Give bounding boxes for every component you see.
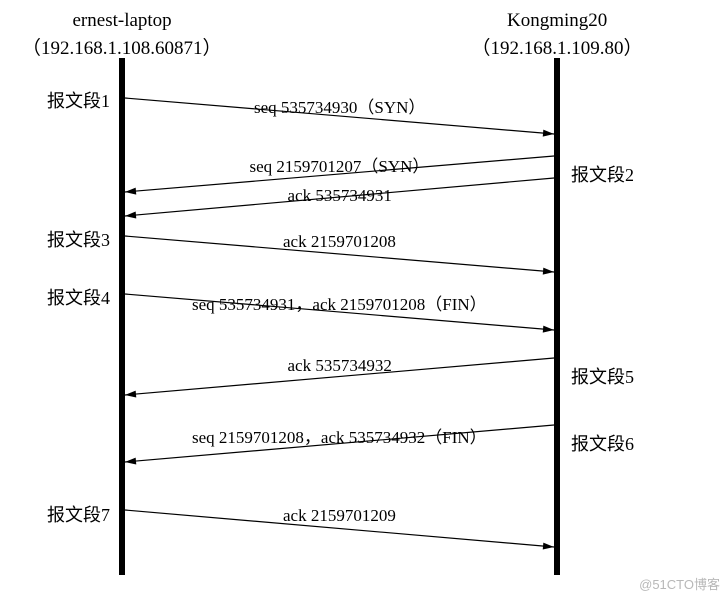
msg-label-4: ack 2159701208 bbox=[283, 232, 396, 252]
watermark: @51CTO博客 bbox=[639, 574, 720, 593]
host-left-name: ernest-laptop bbox=[73, 10, 172, 32]
segment-label-3: 报文段3 bbox=[47, 226, 110, 252]
segment-label-4: 报文段4 bbox=[47, 284, 110, 310]
msg-label-3: ack 535734931 bbox=[288, 186, 392, 206]
segment-label-6: 报文段6 bbox=[571, 430, 634, 456]
tcp-sequence-diagram: { "canvas": { "width": 728, "height": 59… bbox=[0, 0, 728, 599]
segment-label-2: 报文段2 bbox=[571, 161, 634, 187]
msg-label-8: ack 2159701209 bbox=[283, 506, 396, 526]
segment-label-1: 报文段1 bbox=[47, 87, 110, 113]
segment-label-5: 报文段5 bbox=[571, 363, 634, 389]
host-right-name: Kongming20 bbox=[507, 10, 607, 32]
msg-label-6: ack 535734932 bbox=[288, 356, 392, 376]
msg-label-5: seq 535734931，ack 2159701208（FIN） bbox=[192, 290, 487, 315]
msg-label-1: seq 535734930（SYN） bbox=[254, 93, 425, 118]
msg-label-2: seq 2159701207（SYN） bbox=[250, 152, 430, 177]
msg-label-7: seq 2159701208，ack 535734932（FIN） bbox=[192, 423, 487, 448]
host-right-addr: （192.168.1.109.80） bbox=[472, 33, 643, 60]
host-left-addr: （192.168.1.108.60871） bbox=[22, 33, 222, 60]
segment-label-7: 报文段7 bbox=[47, 501, 110, 527]
